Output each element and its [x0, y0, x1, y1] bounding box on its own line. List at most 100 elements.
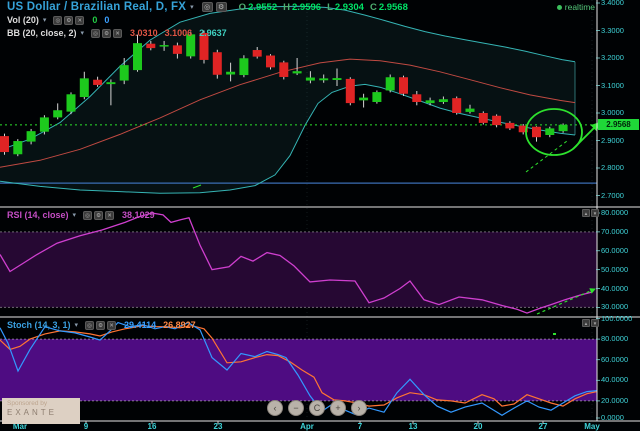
pane-collapse-button[interactable]: ▼: [591, 319, 599, 327]
ohlc-value: 2.9304: [334, 1, 364, 13]
stoch-k-line: [0, 321, 598, 417]
candle-body: [452, 98, 462, 113]
eye-icon[interactable]: ◎: [83, 210, 93, 220]
ohlc-value: 2.9596: [292, 1, 322, 13]
candle-body: [0, 136, 9, 153]
volume-buttons: ◎ ⚙ ✕: [53, 15, 85, 25]
gear-icon[interactable]: ⚙: [96, 320, 106, 330]
header-toolbuttons: ◎ ⚙: [201, 2, 227, 12]
price-tick-label: 3.2000: [601, 53, 624, 62]
candle-body: [199, 32, 209, 60]
candle-body: [425, 100, 435, 104]
candle-body: [532, 126, 541, 138]
stoch-d-line: [0, 325, 598, 407]
candle-body: [492, 115, 502, 126]
time-axis-label: 13: [408, 422, 418, 431]
candle-body: [478, 113, 488, 123]
ohlc-key: H: [283, 1, 290, 13]
volume-legend-label[interactable]: Vol (20): [7, 15, 39, 25]
legend-value: 2.9637: [199, 28, 227, 38]
candle-body: [93, 79, 103, 85]
price-tick-label: 3.3000: [601, 25, 624, 35]
candle-body: [305, 77, 315, 81]
legend-value: 3.1006: [164, 28, 193, 38]
eye-icon[interactable]: ◎: [85, 320, 95, 330]
ohlc-value: 2.9552: [248, 1, 278, 13]
rsi-tick-label: 60.0000: [601, 245, 629, 255]
candle-body: [106, 82, 116, 85]
bb-values: 3.0310 3.1006 2.9637: [130, 28, 227, 38]
zoom-in-button[interactable]: +: [330, 400, 346, 416]
candle-body: [266, 55, 275, 68]
realtime-dot-icon: [556, 4, 562, 10]
pan-left-button[interactable]: ‹: [267, 400, 283, 416]
time-axis-label: 16: [147, 422, 157, 431]
stoch-caret[interactable]: ▾: [74, 322, 79, 329]
time-axis-label: Apr: [300, 422, 314, 431]
time-axis-label: 7: [357, 422, 363, 431]
stoch-buttons: ◎ ⚙ ✕: [85, 320, 117, 330]
stoch-dot-annotation: [553, 333, 556, 335]
stoch-legend-label[interactable]: Stoch (14, 3, 1): [7, 320, 71, 330]
candle-body: [66, 94, 76, 112]
symbol-dropdown-caret[interactable]: ▾: [190, 4, 194, 11]
legend-value: 3.0310: [130, 28, 158, 38]
symbol-title[interactable]: US Dollar / Brazilian Real, D, FX: [7, 1, 187, 13]
bb-legend-label[interactable]: BB (20, close, 2): [7, 28, 77, 38]
close-icon[interactable]: ✕: [105, 210, 115, 220]
gear-icon[interactable]: ⚙: [215, 2, 227, 12]
rsi-caret[interactable]: ▾: [72, 212, 77, 219]
pan-right-button[interactable]: ›: [351, 400, 367, 416]
legend-stoch: Stoch (14, 3, 1) ▾ ◎ ⚙ ✕ 29.4114 26.8927: [7, 320, 196, 330]
gear-icon[interactable]: ⚙: [64, 15, 74, 25]
candle-body: [53, 110, 63, 118]
zoom-out-button[interactable]: −: [288, 400, 304, 416]
eye-icon[interactable]: ◎: [91, 28, 101, 38]
stoch-tick-label: 100.0000: [601, 313, 633, 323]
bb-fill: [0, 6, 575, 194]
close-icon[interactable]: ✕: [75, 15, 85, 25]
rsi-buttons: ◎ ⚙ ✕: [83, 210, 115, 220]
ohlc-pair: O 2.9552: [239, 2, 277, 13]
reset-view-button[interactable]: C: [309, 400, 325, 416]
small-dash-annotation: [192, 184, 202, 189]
candle-body: [385, 77, 395, 91]
time-axis-label: May: [584, 422, 600, 431]
candle-body: [279, 62, 289, 77]
ohlc-key: O: [238, 1, 247, 13]
bb-caret[interactable]: ▾: [80, 30, 85, 37]
candle-body: [505, 122, 515, 129]
sponsor-tagline: Sponsored by: [7, 400, 48, 407]
price-tick-label: 2.8000: [601, 163, 624, 172]
bb-buttons: ◎ ⚙ ✕: [91, 28, 123, 38]
ohlc-readout: O 2.9552 H 2.9596 L 2.9304 C 2.9568: [239, 2, 408, 13]
close-icon[interactable]: ✕: [113, 28, 123, 38]
ohlc-key: L: [327, 1, 333, 13]
header-row: US Dollar / Brazilian Real, D, FX ▾ ◎ ⚙ O…: [7, 1, 408, 13]
pane-expand-button[interactable]: ▲: [582, 319, 590, 327]
legend-value: 29.4114: [124, 320, 157, 330]
eye-icon[interactable]: ◎: [53, 15, 63, 25]
stoch-tick-label: 80.0000: [601, 334, 629, 344]
gear-icon[interactable]: ⚙: [94, 210, 104, 220]
price-tick-label: 2.9000: [601, 135, 624, 145]
candle-body: [26, 131, 36, 142]
volume-caret[interactable]: ▾: [42, 17, 47, 24]
time-axis-label: 9: [83, 422, 89, 431]
stoch-tick-label: 40.0000: [601, 375, 629, 385]
rsi-legend-label[interactable]: RSI (14, close): [7, 210, 69, 220]
price-tick-label: 3.0000: [601, 108, 624, 117]
gear-icon[interactable]: ⚙: [102, 28, 112, 38]
eye-icon[interactable]: ◎: [201, 2, 213, 12]
stoch-tick-label: 0.0000: [601, 413, 624, 422]
rsi-tick-label: 50.0000: [601, 264, 629, 274]
candle-body: [146, 43, 156, 49]
pane-collapse-button[interactable]: ▼: [591, 209, 599, 217]
close-icon[interactable]: ✕: [107, 320, 117, 330]
pane-expand-button[interactable]: ▲: [582, 209, 590, 217]
candle-body: [332, 78, 342, 80]
sponsor-box[interactable]: Sponsored by EXANTE: [2, 398, 80, 424]
